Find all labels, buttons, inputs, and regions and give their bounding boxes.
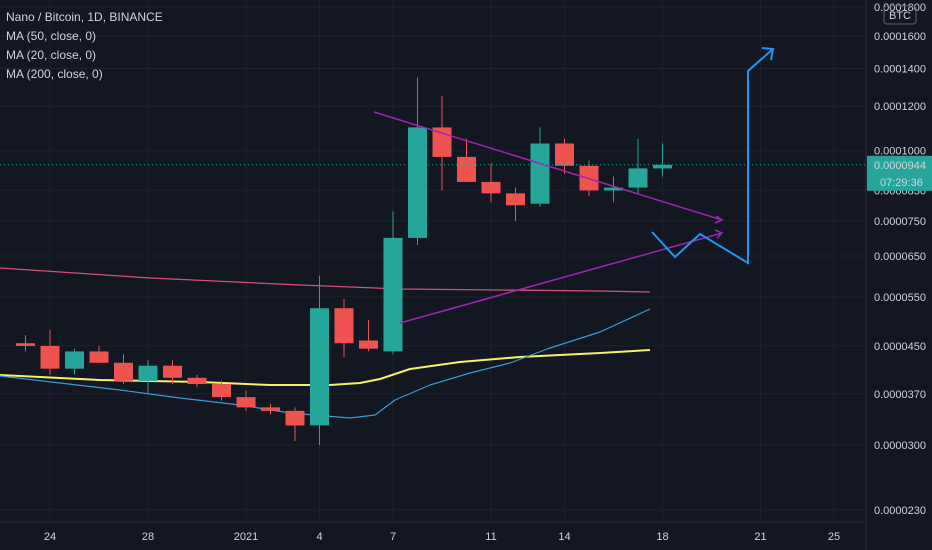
current-price-tag — [867, 155, 932, 191]
price-tick-label: 0.0000450 — [874, 341, 926, 353]
candle-down — [457, 156, 476, 182]
price-tick-label: 0.0001800 — [874, 2, 926, 14]
ma50-line — [0, 349, 651, 386]
candle-down — [114, 362, 133, 381]
time-tick-label: 4 — [316, 531, 322, 543]
time-tick-label: 2021 — [234, 531, 258, 543]
triangle-lower-line — [399, 232, 723, 324]
candle-up — [604, 187, 623, 191]
price-tick-label: 0.0000300 — [874, 440, 926, 452]
price-tick-label: 0.0000370 — [874, 389, 926, 401]
candle-down — [187, 377, 207, 385]
time-tick-label: 14 — [558, 531, 570, 543]
time-tick-label: 11 — [485, 531, 496, 543]
candle-down — [359, 340, 378, 349]
triangle-lower-arrowhead — [714, 229, 724, 239]
candle-down — [40, 345, 60, 369]
price-tick-label: 0.0000550 — [874, 292, 926, 304]
candle-down — [334, 308, 354, 344]
ma50-label: MA (50, close, 0) — [6, 29, 97, 43]
candle-up — [310, 308, 329, 426]
candle-up — [628, 168, 648, 188]
candle-up — [408, 127, 427, 238]
candle-down — [236, 397, 256, 408]
time-tick-label: 28 — [142, 531, 154, 543]
time-tick-label: 25 — [828, 531, 840, 543]
price-tick-label: 0.0001200 — [874, 101, 926, 113]
current-price-text: 0.0000944 — [874, 160, 926, 172]
candle-down — [89, 351, 109, 363]
candle-up — [653, 164, 672, 169]
price-tick-label: 0.0001000 — [874, 146, 926, 158]
price-tick-label: 0.0000750 — [874, 216, 926, 228]
countdown-text: 07:29:36 — [880, 177, 923, 189]
price-tick-label: 0.0000650 — [874, 251, 926, 263]
candle-down — [163, 365, 182, 378]
price-tick-label: 0.0001400 — [874, 63, 926, 75]
candle-up — [383, 237, 403, 352]
candle-down — [16, 343, 35, 346]
projection-arrowhead — [761, 47, 775, 61]
projection-path — [651, 48, 774, 265]
currency-badge — [883, 5, 917, 25]
chart-legend: Nano / Bitcoin, 1D, BINANCE MA (50, clos… — [6, 8, 163, 84]
triangle-upper-line — [373, 111, 723, 221]
ma200-label: MA (200, close, 0) — [6, 67, 103, 81]
candle-up — [530, 143, 550, 204]
candle-down — [212, 384, 231, 398]
candle-up — [65, 351, 84, 369]
price-tick-label: 0.0000230 — [874, 505, 926, 517]
time-tick-label: 7 — [390, 531, 396, 543]
ma20-label: MA (20, close, 0) — [6, 48, 97, 62]
candle-down — [261, 407, 280, 411]
candle-down — [481, 181, 501, 194]
time-tick-label: 18 — [656, 531, 668, 543]
candle-down — [285, 410, 305, 426]
candle-down — [555, 143, 574, 166]
currency-label: BTC — [889, 10, 911, 22]
symbol-title: Nano / Bitcoin, 1D, BINANCE — [6, 10, 163, 24]
time-tick-label: 24 — [44, 531, 56, 543]
candle-up — [138, 365, 158, 381]
ma20-line — [0, 308, 651, 419]
triangle-upper-arrowhead — [714, 215, 724, 224]
candle-down — [506, 193, 525, 206]
time-tick-label: 21 — [754, 531, 766, 543]
price-tick-label: 0.0001600 — [874, 31, 926, 43]
